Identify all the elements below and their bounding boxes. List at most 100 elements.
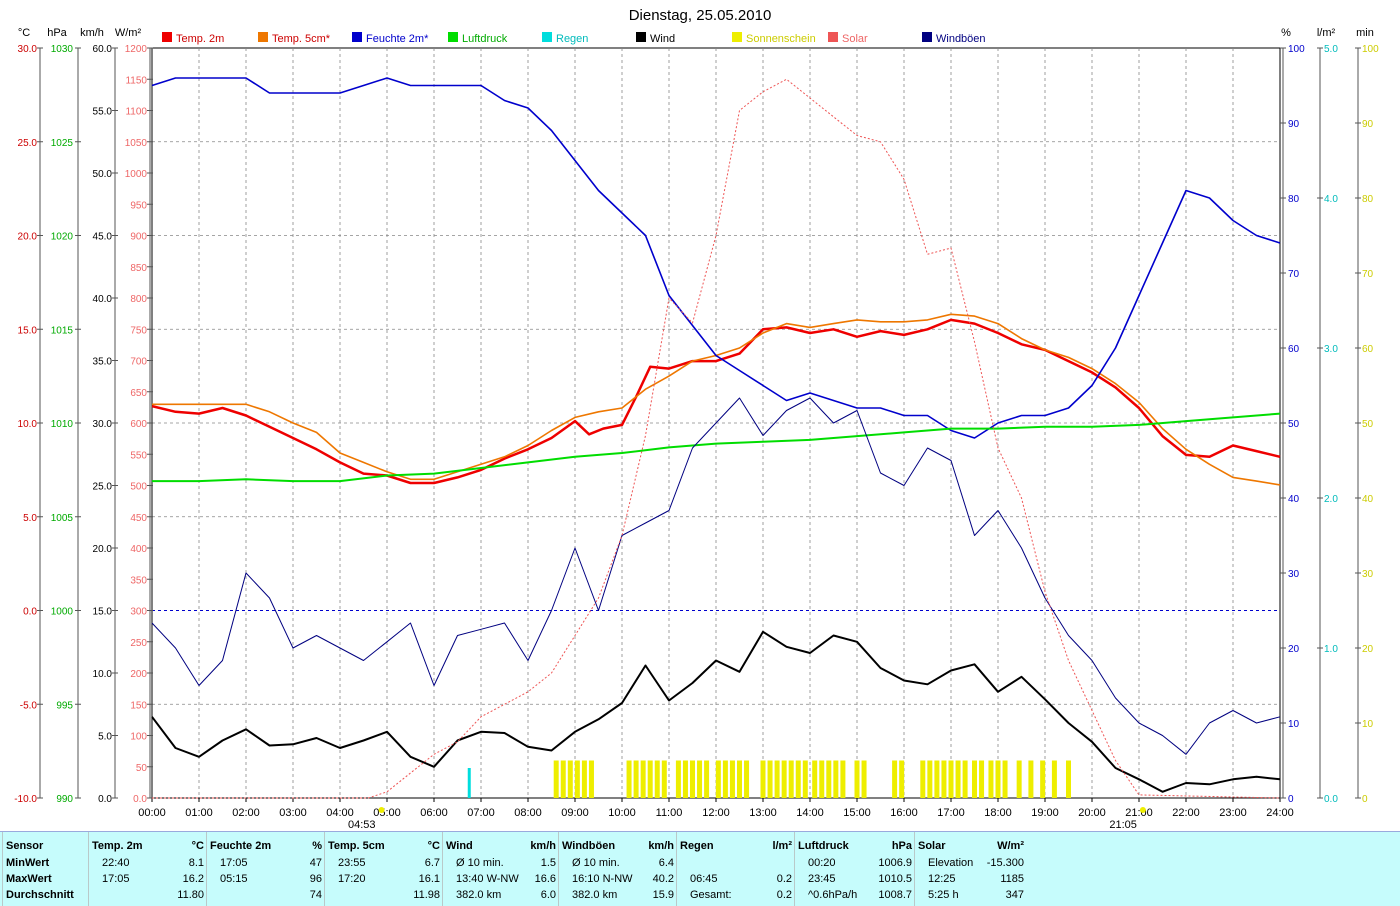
stats-cell: 74 <box>309 889 322 901</box>
x-tick-label: 19:00 <box>1031 807 1059 819</box>
temp-axis-tick-label: -10.0 <box>14 794 37 805</box>
chart-grid <box>151 47 1281 799</box>
temp-axis-tick-label: -5.0 <box>20 700 38 711</box>
sunshine-bar <box>682 760 688 798</box>
stats-column <box>206 832 327 906</box>
humidity-axis-tick-label: 60 <box>1288 344 1300 355</box>
sunshine-bar <box>861 760 867 798</box>
stats-cell: W/m² <box>997 840 1024 852</box>
stats-cell: 0.2 <box>776 873 792 885</box>
stats-cell: 1006.9 <box>878 857 912 869</box>
legend-swatch <box>352 32 362 42</box>
stats-cell: 16.2 <box>182 873 204 885</box>
wind-axis-tick-label: 55.0 <box>93 107 113 118</box>
x-tick-label: 11:00 <box>656 807 683 819</box>
wind-axis-tick-label: 40.0 <box>93 294 113 305</box>
stats-column <box>2 832 91 906</box>
stats-column <box>558 832 679 906</box>
stats-cell: 23:55 <box>338 857 366 869</box>
humidity-axis-tick-label: 0 <box>1288 794 1294 805</box>
rain-axis-tick-label: 2.0 <box>1324 494 1338 505</box>
stats-cell: 5:25 h <box>928 889 959 901</box>
sunshine-bar <box>781 760 787 798</box>
stats-cell: MaxWert <box>6 873 52 885</box>
wind-axis-tick-label: 25.0 <box>93 482 113 493</box>
stats-cell: Sensor <box>6 840 44 852</box>
x-tick-label: 04:00 <box>326 807 354 819</box>
stats-cell: MinWert <box>6 857 50 869</box>
stats-cell: 40.2 <box>652 873 674 885</box>
x-tick-label: 07:00 <box>467 807 495 819</box>
sunshine-bar <box>833 760 839 798</box>
sunshine-bar <box>962 760 968 798</box>
x-tick-label: 03:00 <box>279 807 307 819</box>
humidity-axis-tick-label: 30 <box>1288 569 1300 580</box>
axis-unit-labels: °C hPa km/h W/m² % l/m² min <box>18 27 1374 39</box>
sunshine-bar <box>567 760 573 798</box>
x-tick-label: 15:00 <box>843 807 871 819</box>
humidity-axis-tick-label: 80 <box>1288 194 1300 205</box>
x-tick-label: 09:00 <box>561 807 589 819</box>
solar-axis-tick-label: 850 <box>130 263 147 274</box>
sunshine-bar <box>661 760 667 798</box>
sunshine-bar <box>1051 760 1057 798</box>
x-tick-label: 20:00 <box>1078 807 1106 819</box>
sunshine-bar <box>767 760 773 798</box>
x-tick-label: 24:00 <box>1266 807 1294 819</box>
sunset-label: 21:05 <box>1109 819 1137 831</box>
stats-cell: Solar <box>918 840 946 852</box>
chart-axes: 00:00 01:00 02:00 03:00 04:00 05:00 06:00 07:00… <box>14 44 1379 831</box>
legend-swatch <box>732 32 742 42</box>
solar-axis-tick-label: 500 <box>130 482 147 493</box>
stats-cell: 1.5 <box>540 857 556 869</box>
sunshine-bar <box>640 760 646 798</box>
sunshine-bar <box>704 760 710 798</box>
solar-axis-tick-label: 400 <box>130 544 147 555</box>
x-tick-label: 14:00 <box>796 807 824 819</box>
sunshine-bar <box>647 760 653 798</box>
temp-axis-tick-label: 25.0 <box>18 138 38 149</box>
solar-axis-tick-label: 1000 <box>125 169 148 180</box>
legend-swatch <box>258 32 268 42</box>
solar-axis-tick-label: 1100 <box>125 107 147 118</box>
sunshine-bar <box>948 760 954 798</box>
stats-cell: km/h <box>648 840 674 852</box>
sunshine-bar <box>715 760 721 798</box>
stats-column <box>88 832 209 906</box>
stats-column <box>442 832 561 906</box>
stats-cell: hPa <box>891 840 912 852</box>
stats-cell: l/m² <box>772 840 792 852</box>
sunshine-axis-tick-label: 60 <box>1362 344 1374 355</box>
stats-cell: Ø 10 min. <box>572 857 620 869</box>
sunshine-axis-tick-label: 50 <box>1362 419 1374 430</box>
solar-axis-tick-label: 800 <box>130 294 147 305</box>
x-tick-label: 12:00 <box>702 807 730 819</box>
stats-cell: % <box>312 840 322 852</box>
temp-axis-tick-label: 15.0 <box>18 325 38 336</box>
series-temp-5cm <box>152 313 1281 486</box>
sunshine-bar <box>588 760 594 798</box>
stats-cell: Temp. 5cm <box>328 840 385 852</box>
solar-axis-tick-label: 750 <box>130 325 147 336</box>
sunshine-bar <box>988 760 994 798</box>
wind-axis-tick-label: 60.0 <box>93 44 113 55</box>
stats-column <box>676 832 797 906</box>
stats-column <box>794 832 917 906</box>
series-wind <box>151 630 1281 793</box>
legend-label: Luftdruck <box>462 33 508 45</box>
pressure-axis-tick-label: 1010 <box>51 419 74 430</box>
legend-swatch <box>542 32 552 42</box>
pct-unit-label: % <box>1281 27 1291 39</box>
stats-cell: Wind <box>446 840 473 852</box>
sunshine-bar <box>626 760 632 798</box>
solar-axis-tick-label: 0.0 <box>133 794 147 805</box>
series-feuchte-2m <box>151 77 1281 439</box>
wind-axis-tick-label: 10.0 <box>93 669 113 680</box>
solar-axis-tick-label: 1050 <box>125 138 148 149</box>
sunshine-axis-tick-label: 0 <box>1362 794 1368 805</box>
stats-cell: 0.2 <box>776 889 792 901</box>
sunshine-bar <box>737 760 742 798</box>
stats-cell: 347 <box>1005 889 1024 901</box>
temp-axis-tick-label: 10.0 <box>18 419 38 430</box>
rain-axis-tick-label: 3.0 <box>1324 344 1338 355</box>
